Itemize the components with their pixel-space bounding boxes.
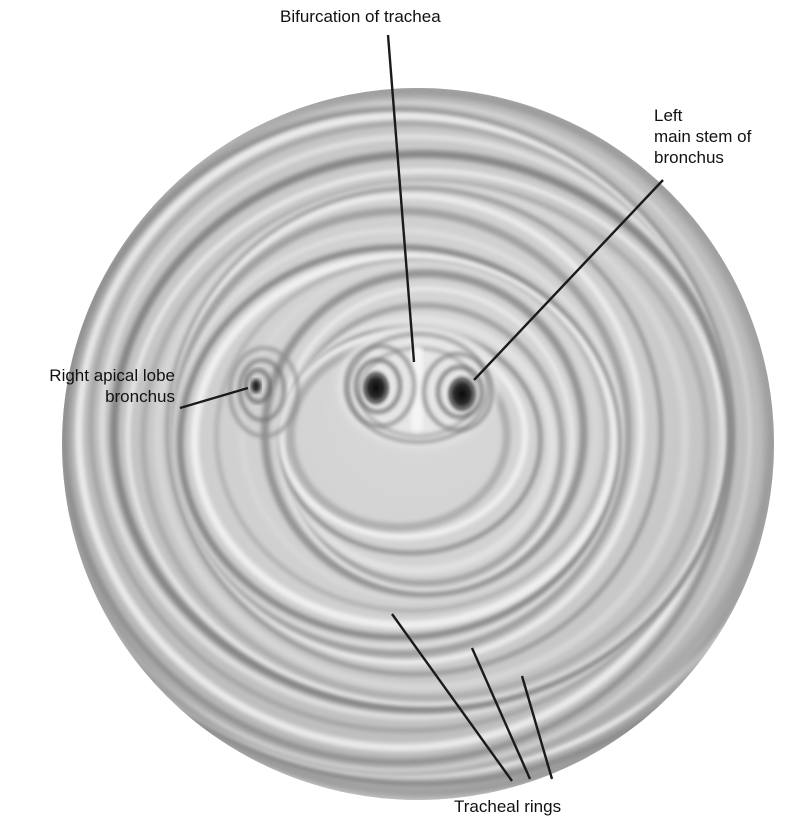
label-left-main-line-3: bronchus [654,148,724,167]
tracheal-ring-fold [153,181,690,692]
tracheal-ring-fold [62,88,774,786]
tracheal-ring-fold [239,261,599,603]
tracheal-ring-fold [177,244,622,641]
label-tracheal-rings: Tracheal rings [454,797,562,816]
leader-line-tracheal-ring-2 [470,647,532,780]
disc-rim-shading [62,88,774,800]
leader-lines [179,34,664,782]
label-left-main-stem-of-bronchus: Left main stem of bronchus [654,105,751,168]
tracheal-ring-fold [125,168,726,707]
label-bifurcation-of-trachea: Bifurcation of trachea [280,7,441,26]
tracheal-ring-fold [140,178,711,701]
tracheal-ring-fold [62,99,752,773]
label-right-apical-lobe-line-2: bronchus [105,387,175,406]
leader-line-tracheal-ring-1 [391,613,513,782]
tracheal-ring-fold [172,228,624,649]
tracheal-ring-fold [214,258,609,613]
tracheal-ring-fold [260,269,588,598]
leader-line-right-apical [179,386,249,410]
tracheal-ring-fold [109,150,734,714]
label-left-main-line-1: Left [654,106,683,125]
leader-line-tracheal-ring-3 [520,675,554,780]
leader-line-bifurcation [386,34,416,363]
label-left-main-line-2: main stem of [654,127,752,146]
left-main-bronchus-opening [422,352,494,432]
tracheal-ring-fold [190,252,619,629]
label-right-apical-lobe-line-1: Right apical lobe [49,366,175,385]
leader-line-left-main-stem [473,179,664,381]
tracheal-ring-fold [165,186,664,677]
right-main-bronchus-opening [344,344,416,428]
